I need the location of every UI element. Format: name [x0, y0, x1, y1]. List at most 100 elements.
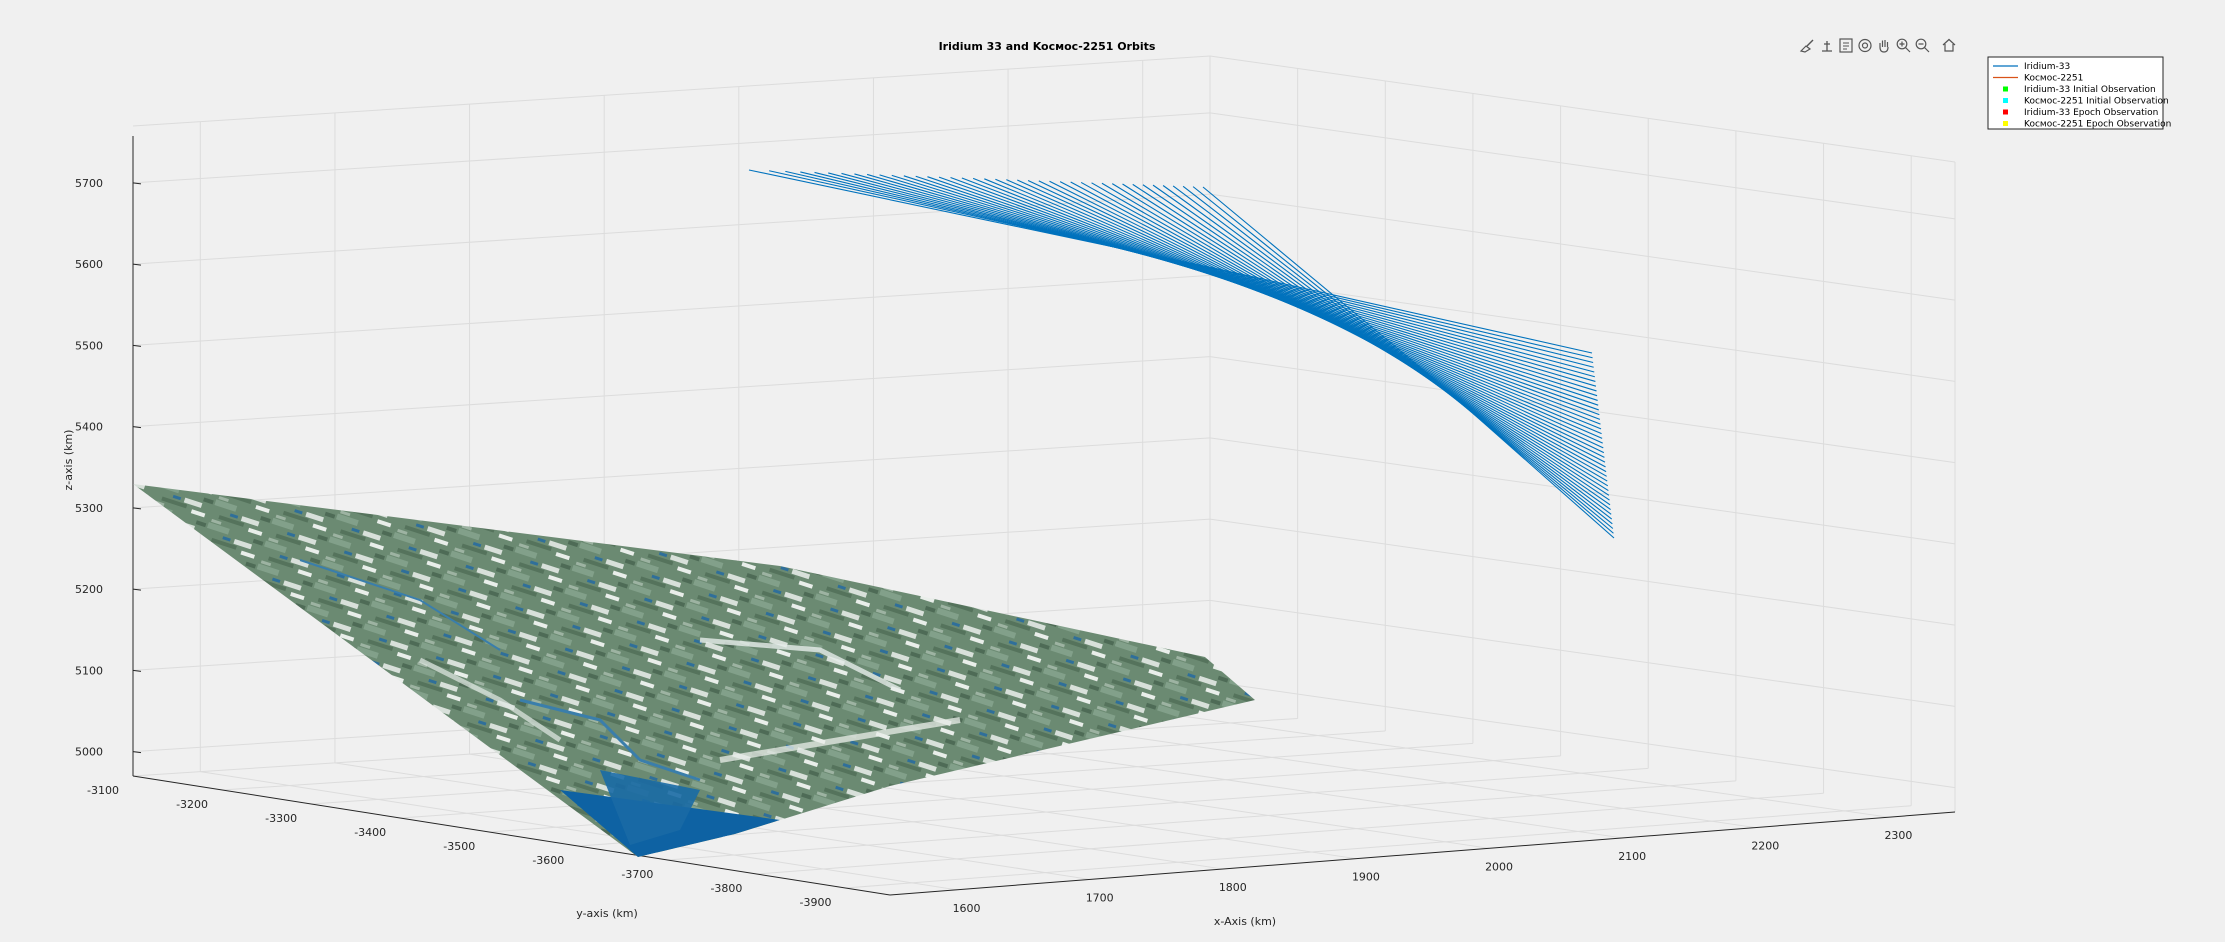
pan-icon[interactable]	[1879, 40, 1889, 53]
iridium-33-orbit-lines	[748, 169, 1615, 539]
y-tick-label: -3300	[265, 812, 297, 825]
home-icon[interactable]	[1942, 38, 1956, 52]
iridium-33-orbit-pass	[927, 176, 1600, 416]
y-tick-label: -3100	[87, 784, 119, 797]
legend-entry: Iridium-33	[1993, 62, 2070, 72]
z-gridline	[132, 274, 1956, 382]
z-tick-mark	[132, 751, 142, 754]
iridium-33-orbit-pass	[1122, 183, 1610, 501]
z-tick-mark	[132, 426, 142, 429]
iridium-33-orbit-pass	[879, 174, 1598, 397]
legend-entry: Kocмoc-2251 Epoch Observation	[2003, 120, 2171, 130]
iridium-33-orbit-pass	[866, 173, 1597, 392]
iridium-33-orbit-pass	[1038, 180, 1606, 463]
z-tick-label: 5200	[75, 583, 103, 596]
x-tick-label: 2200	[1751, 840, 1779, 853]
x-tick-label: 1900	[1352, 871, 1380, 884]
legend-box	[1987, 56, 2164, 130]
x-tick-label: 2300	[1884, 829, 1912, 842]
zoom-in-icon[interactable]	[1896, 38, 1911, 53]
x-tick-label: 2100	[1618, 850, 1646, 863]
iridium-33-orbit-pass	[1049, 180, 1606, 468]
iridium-33-orbit-pass	[950, 177, 1601, 425]
y-tick-label: -3200	[176, 798, 208, 811]
y-gridline	[845, 805, 1912, 889]
iridium-33-orbit-pass	[1162, 185, 1613, 520]
x-gridline	[1142, 709, 1889, 818]
export-icon[interactable]	[1839, 38, 1853, 53]
x-tick-label: 2000	[1485, 860, 1513, 873]
y-tick-label: -3800	[710, 882, 742, 895]
legend-label: Iridium-33 Epoch Observation	[2024, 108, 2158, 118]
iridium-33-orbit-pass	[972, 177, 1602, 435]
iridium-33-orbit-pass	[841, 172, 1596, 382]
legend-marker-swatch	[2003, 109, 2008, 115]
legend-marker-swatch	[2003, 121, 2008, 126]
z-tick-mark	[132, 344, 142, 347]
x-axis-label: x-Axis (km)	[1214, 915, 1276, 928]
y-gridline	[756, 792, 1824, 875]
x-gridline	[200, 771, 957, 891]
y-axis-line	[132, 775, 891, 896]
iridium-33-orbit-pass	[1152, 184, 1612, 515]
x-gridline	[1007, 718, 1756, 829]
z-tick-mark	[132, 182, 142, 185]
axes-grid	[132, 55, 1956, 891]
z-gridline	[132, 193, 1956, 301]
iridium-33-orbit-pass	[1017, 179, 1605, 454]
iridium-33-orbit-pass	[785, 170, 1594, 364]
legend-entry: Kocмoc-2251 Initial Observation	[2003, 97, 2169, 107]
iridium-33-orbit-pass	[891, 174, 1598, 401]
iridium-33-orbit-pass	[1059, 181, 1607, 473]
iridium-33-orbit-pass	[1111, 183, 1610, 496]
iridium-33-orbit-pass	[995, 178, 1603, 444]
z-tick-label: 5100	[75, 664, 103, 677]
x-tick-label: 1600	[953, 902, 981, 915]
z-tick-mark	[132, 588, 142, 591]
legend-entry: Iridium-33 Epoch Observation	[2003, 108, 2158, 118]
rotate-3d-icon[interactable]	[1858, 38, 1872, 53]
iridium-33-orbit-pass	[1142, 184, 1611, 510]
z-gridline	[132, 356, 1956, 464]
box-top-edge	[132, 55, 1956, 163]
iridium-33-orbit-pass	[1080, 181, 1608, 482]
earth-surface	[133, 484, 1255, 857]
axes-toolbar	[1799, 38, 1956, 53]
legend-entry: Iridium-33 Initial Observation	[2003, 85, 2156, 95]
x-tick-label: 1800	[1219, 881, 1247, 894]
brush-icon[interactable]	[1799, 39, 1814, 53]
tick-labels: 1600 1700 1800 1900 2000 2100 2200 2300 -3100 -32…	[75, 177, 1912, 915]
iridium-33-orbit-pass	[961, 177, 1602, 430]
legend-marker-swatch	[2003, 98, 2008, 103]
y-tick-label: -3700	[621, 868, 653, 881]
y-tick-label: -3900	[800, 896, 832, 909]
y-tick-label: -3600	[532, 854, 564, 867]
iridium-33-orbit-pass	[1070, 181, 1607, 477]
x-axis-line	[889, 811, 1956, 896]
iridium-33-orbit-pass	[1192, 186, 1614, 534]
z-tick-label: 5600	[75, 258, 103, 271]
z-tick-mark	[132, 263, 142, 266]
iridium-33-orbit-pass	[1101, 182, 1609, 492]
iridium-33-orbit-pass	[1182, 185, 1614, 529]
iridium-33-orbit-pass	[938, 176, 1601, 420]
y-tick-label: -3400	[354, 826, 386, 839]
y-gridline	[578, 767, 1649, 847]
legend-label: Kocмoc-2251	[2024, 74, 2083, 84]
data-tips-icon[interactable]	[1822, 41, 1832, 52]
y-gridline	[667, 780, 1736, 861]
iridium-33-orbit-pass	[1006, 179, 1604, 449]
z-tick-label: 5300	[75, 502, 103, 515]
legend-label: Kocмoc-2251 Epoch Observation	[2024, 120, 2171, 130]
legend-label: Iridium-33 Initial Observation	[2024, 85, 2156, 95]
z-tick-label: 5500	[75, 339, 103, 352]
legend-label: Kocмoc-2251 Initial Observation	[2024, 97, 2169, 107]
zoom-out-icon[interactable]	[1915, 38, 1930, 53]
chart-title: Iridium 33 and Kocмoc-2251 Orbits	[939, 40, 1156, 53]
iridium-33-orbit-pass	[915, 175, 1599, 411]
legend-entry: Kocмoc-2251	[1993, 74, 2083, 84]
z-tick-label: 5400	[75, 421, 103, 434]
z-axis-label: z-axis (km)	[62, 430, 75, 491]
